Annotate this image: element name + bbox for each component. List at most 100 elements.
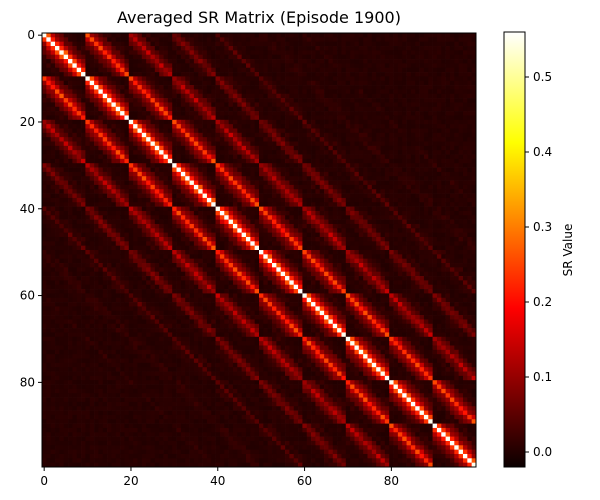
heatmap-cell — [432, 202, 438, 207]
heatmap-cell — [185, 98, 190, 103]
heatmap-cell — [280, 141, 286, 147]
heatmap-cell — [72, 50, 78, 56]
heatmap-cell — [46, 167, 52, 173]
heatmap-cell — [72, 163, 78, 168]
heatmap-cell — [384, 54, 390, 60]
heatmap-cell — [337, 189, 342, 194]
heatmap-cell — [146, 50, 151, 56]
heatmap-cell — [124, 132, 130, 138]
heatmap-cell — [215, 167, 221, 173]
heatmap-cell — [124, 241, 130, 247]
heatmap-cell — [441, 158, 446, 164]
heatmap-cell — [402, 33, 407, 38]
heatmap-cell — [81, 228, 86, 233]
heatmap-cell — [441, 210, 446, 216]
heatmap-cell — [150, 119, 156, 125]
heatmap-cell — [298, 145, 303, 151]
heatmap-cell — [146, 85, 151, 90]
heatmap-cell — [176, 193, 182, 199]
heatmap-cell — [159, 98, 164, 103]
heatmap-cell — [46, 180, 52, 186]
heatmap-cell — [436, 76, 442, 82]
heatmap-cell — [59, 98, 65, 103]
heatmap-cell — [137, 193, 143, 199]
heatmap-cell — [367, 154, 373, 160]
heatmap-cell — [393, 128, 399, 134]
heatmap-cell — [141, 197, 147, 203]
heatmap-cell — [428, 241, 433, 247]
heatmap-cell — [241, 236, 247, 242]
heatmap-cell — [150, 72, 156, 77]
heatmap-cell — [98, 72, 104, 77]
heatmap-cell — [202, 102, 208, 108]
heatmap-cell — [102, 67, 108, 73]
heatmap-cell — [219, 206, 225, 212]
heatmap-cell — [263, 154, 269, 160]
heatmap-cell — [428, 184, 433, 190]
heatmap-cell — [198, 93, 203, 99]
heatmap-cell — [406, 50, 412, 56]
heatmap-cell — [189, 128, 195, 134]
heatmap-cell — [137, 150, 143, 155]
heatmap-cell — [376, 171, 381, 177]
heatmap-cell — [89, 132, 95, 138]
heatmap-cell — [102, 245, 108, 251]
heatmap-cell — [189, 85, 195, 90]
heatmap-cell — [211, 163, 216, 168]
heatmap-cell — [111, 119, 117, 125]
heatmap-cell — [319, 72, 325, 77]
heatmap-cell — [128, 76, 134, 82]
heatmap-cell — [189, 41, 195, 47]
heatmap-cell — [354, 219, 360, 225]
heatmap-cell — [141, 111, 147, 116]
heatmap-cell — [202, 219, 208, 225]
heatmap-cell — [332, 154, 338, 160]
heatmap-cell — [445, 223, 451, 229]
heatmap-cell — [198, 102, 203, 108]
heatmap-cell — [363, 115, 368, 121]
heatmap-cell — [133, 33, 138, 38]
heatmap-cell — [345, 245, 351, 251]
heatmap-cell — [124, 154, 130, 160]
heatmap-cell — [471, 41, 477, 47]
heatmap-cell — [232, 41, 238, 47]
heatmap-cell — [441, 89, 446, 95]
heatmap-cell — [189, 245, 195, 251]
heatmap-cell — [154, 115, 160, 121]
heatmap-cell — [410, 180, 416, 186]
heatmap-cell — [211, 158, 216, 164]
heatmap-cell — [423, 119, 429, 125]
heatmap-cell — [393, 215, 399, 220]
heatmap-cell — [341, 245, 347, 251]
heatmap-cell — [324, 232, 329, 238]
heatmap-cell — [215, 46, 221, 51]
heatmap-cell — [384, 228, 390, 233]
heatmap-cell — [89, 46, 95, 51]
heatmap-cell — [354, 137, 360, 142]
heatmap-cell — [449, 128, 455, 134]
heatmap-cell — [462, 150, 468, 155]
heatmap-cell — [94, 80, 99, 86]
heatmap-cell — [458, 176, 464, 181]
heatmap-cell — [432, 59, 438, 64]
heatmap-cell — [280, 228, 286, 233]
heatmap-cell — [215, 98, 221, 103]
heatmap-cell — [124, 158, 130, 164]
heatmap-cell — [350, 132, 355, 138]
heatmap-cell — [46, 46, 52, 51]
heatmap-cell — [324, 85, 329, 90]
heatmap-cell — [345, 154, 351, 160]
heatmap-cell — [393, 80, 399, 86]
heatmap-cell — [85, 245, 91, 251]
heatmap-cell — [167, 67, 173, 73]
heatmap-cell — [111, 67, 117, 73]
heatmap-cell — [137, 59, 143, 64]
heatmap-cell — [441, 124, 446, 129]
heatmap-cell — [107, 119, 112, 125]
heatmap-cell — [68, 219, 73, 225]
heatmap-cell — [332, 180, 338, 186]
heatmap-cell — [471, 128, 477, 134]
heatmap-cell — [415, 197, 420, 203]
heatmap-cell — [315, 223, 321, 229]
heatmap-cell — [115, 215, 121, 220]
